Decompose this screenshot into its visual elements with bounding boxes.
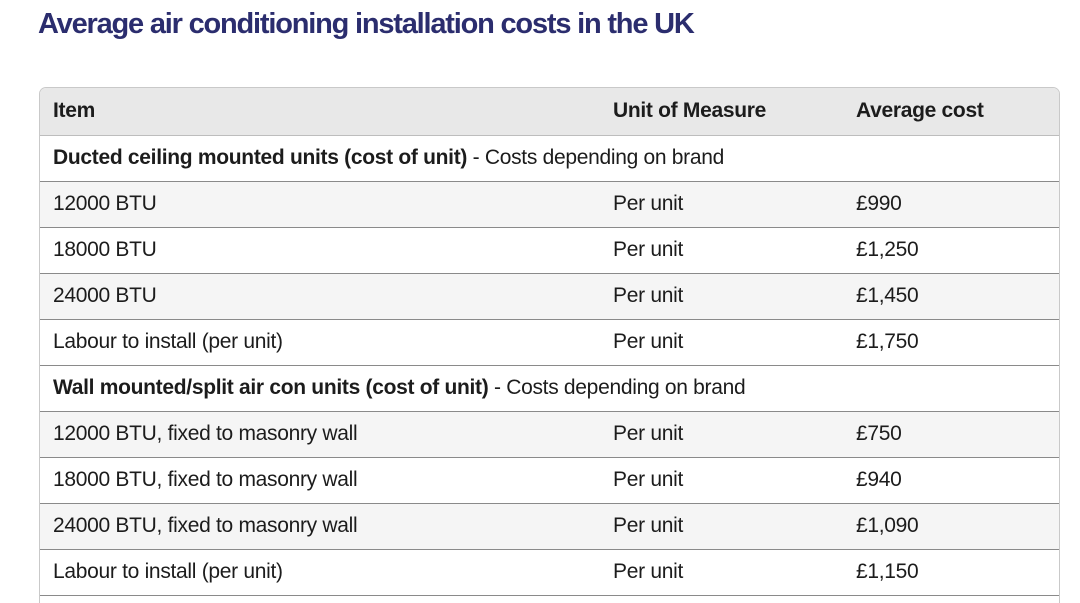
cell-item: 18000 BTU, fixed to masonry wall	[40, 457, 600, 504]
cell-unit: Per unit	[600, 319, 843, 366]
header-average-cost: Average cost	[843, 88, 1059, 136]
table-row: 12000 BTU, fixed to masonry wall Per uni…	[40, 411, 1059, 458]
cell-unit: Per unit	[600, 503, 843, 550]
cell-cost: £1,750	[843, 319, 1059, 366]
section-heading-cell: Ducted ceiling mounted units (cost of un…	[40, 135, 1059, 182]
cell-unit: Per unit	[600, 549, 843, 596]
table-row: 18000 BTU Per unit £1,250	[40, 227, 1059, 274]
table-row: 24000 BTU Per unit £1,450	[40, 273, 1059, 320]
cost-table: Item Unit of Measure Average cost Ducted…	[40, 88, 1059, 596]
cell-item: Labour to install (per unit)	[40, 549, 600, 596]
cell-unit: Per unit	[600, 181, 843, 228]
cell-cost: £1,450	[843, 273, 1059, 320]
cell-cost: £1,090	[843, 503, 1059, 550]
table-row: 12000 BTU Per unit £990	[40, 181, 1059, 228]
section-heading: Wall mounted/split air con units (cost o…	[53, 376, 489, 399]
cell-item: 24000 BTU	[40, 273, 600, 320]
table-row: 24000 BTU, fixed to masonry wall Per uni…	[40, 503, 1059, 550]
header-item: Item	[40, 88, 600, 136]
cell-unit: Per unit	[600, 457, 843, 504]
cell-cost: £1,250	[843, 227, 1059, 274]
table-header-row: Item Unit of Measure Average cost	[40, 88, 1059, 136]
table-row: 18000 BTU, fixed to masonry wall Per uni…	[40, 457, 1059, 504]
cell-cost: £750	[843, 411, 1059, 458]
cell-unit: Per unit	[600, 411, 843, 458]
cell-item: 24000 BTU, fixed to masonry wall	[40, 503, 600, 550]
section-note: - Costs depending on brand	[467, 146, 725, 169]
cell-cost: £1,150	[843, 549, 1059, 596]
cell-item: Labour to install (per unit)	[40, 319, 600, 366]
section-heading-cell: Wall mounted/split air con units (cost o…	[40, 365, 1059, 412]
section-note: - Costs depending on brand	[488, 376, 746, 399]
header-unit-of-measure: Unit of Measure	[600, 88, 843, 136]
cost-table-container: Item Unit of Measure Average cost Ducted…	[39, 87, 1060, 603]
cell-item: 12000 BTU, fixed to masonry wall	[40, 411, 600, 458]
table-row: Labour to install (per unit) Per unit £1…	[40, 549, 1059, 596]
cell-cost: £940	[843, 457, 1059, 504]
cell-cost: £990	[843, 181, 1059, 228]
table-row: Labour to install (per unit) Per unit £1…	[40, 319, 1059, 366]
section-heading: Ducted ceiling mounted units (cost of un…	[53, 146, 468, 169]
page-title: Average air conditioning installation co…	[38, 8, 695, 40]
cell-item: 18000 BTU	[40, 227, 600, 274]
section-row-wall-mounted: Wall mounted/split air con units (cost o…	[40, 365, 1059, 412]
cell-unit: Per unit	[600, 227, 843, 274]
section-row-ducted: Ducted ceiling mounted units (cost of un…	[40, 135, 1059, 182]
cell-item: 12000 BTU	[40, 181, 600, 228]
cell-unit: Per unit	[600, 273, 843, 320]
